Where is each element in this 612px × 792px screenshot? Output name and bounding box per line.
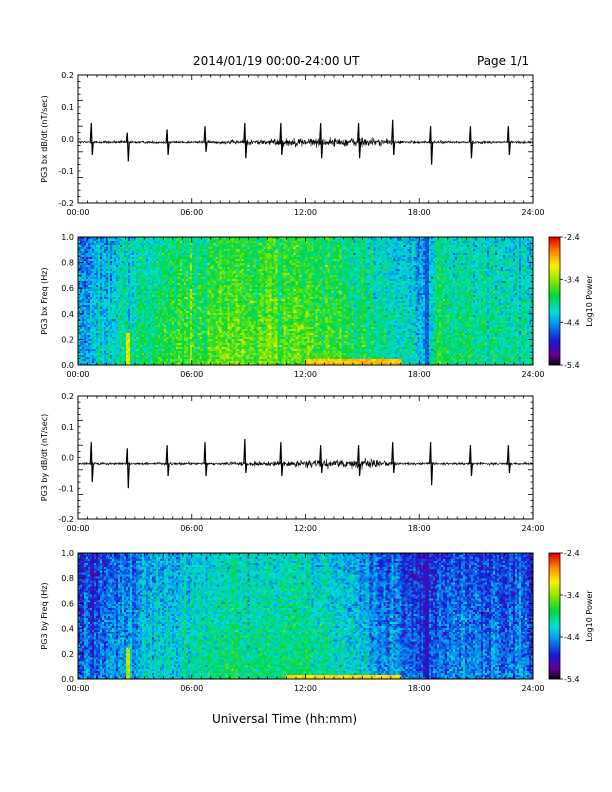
y-tick-label: 0.4 [61, 310, 74, 319]
spike-mark [204, 126, 207, 152]
line-panel-0: 0.2 0.1 0.0 -0.1 -0.200:00 06:00 12:00 18:00 24:… [40, 71, 545, 217]
spike-mark [280, 123, 283, 155]
x-tick-label: 24:00 [521, 684, 544, 693]
spike-mark [469, 126, 472, 158]
y-tick-label: 0.0 [61, 361, 74, 370]
spike-mark [90, 123, 93, 155]
x-tick-label: 24:00 [521, 370, 544, 379]
spike-mark [469, 445, 472, 476]
spike-mark [166, 129, 169, 155]
x-tick-label: 06:00 [180, 208, 203, 217]
y-tick-label: 1.0 [61, 549, 74, 558]
y-tick-label: 0.6 [61, 284, 74, 293]
y-axis-label: PG3 bx Freq (Hz) [40, 267, 49, 334]
panel-frame [78, 396, 533, 519]
y-tick-label: 0.2 [61, 650, 74, 659]
spike-mark [320, 445, 323, 473]
colorbar-tick-label: -4.4 [564, 633, 580, 642]
spike-mark [430, 126, 433, 164]
y-tick-label: 0.0 [61, 135, 74, 144]
x-tick-label: 00:00 [66, 524, 89, 533]
y-tick-label: 0.8 [61, 574, 74, 583]
x-tick-label: 12:00 [294, 370, 317, 379]
x-tick-label: 18:00 [408, 208, 431, 217]
spike-mark [358, 445, 361, 476]
colorbar-tick-label: -2.4 [564, 233, 580, 242]
x-tick-label: 00:00 [66, 208, 89, 217]
colorbar-tick-label: -4.4 [564, 318, 580, 327]
colorbar-tick-label: -3.4 [564, 276, 580, 285]
colorbar-tick-label: -5.4 [564, 675, 580, 684]
y-axis-label: PG3 by Freq (Hz) [40, 582, 49, 649]
x-tick-label: 00:00 [66, 370, 89, 379]
x-tick-label: 18:00 [408, 684, 431, 693]
x-tick-label: 18:00 [408, 370, 431, 379]
y-tick-label: 0.6 [61, 599, 74, 608]
x-tick-label: 06:00 [180, 684, 203, 693]
spike-mark [507, 445, 510, 473]
spike-mark [320, 123, 323, 158]
colorbar-label: Log10 Power [585, 275, 594, 327]
heatmap-cells [78, 237, 533, 365]
line-panel-2: 0.2 0.1 0.0 -0.1 -0.200:00 06:00 12:00 18:00 24:… [40, 392, 545, 533]
x-tick-label: 06:00 [180, 524, 203, 533]
y-tick-label: 0.0 [61, 675, 74, 684]
spike-mark [166, 445, 169, 476]
y-axis-label: PG3 by dB/dt (nT/sec) [40, 414, 49, 501]
spike-mark [392, 442, 395, 473]
x-tick-label: 00:00 [66, 684, 89, 693]
spike-mark [204, 442, 207, 476]
spike-mark [126, 448, 129, 488]
y-tick-label: 0.2 [61, 392, 74, 401]
x-tick-label: 18:00 [408, 524, 431, 533]
colorbar-tick-label: -2.4 [564, 549, 580, 558]
spike-mark [126, 133, 129, 162]
spike-mark [280, 442, 283, 476]
heatmap-panel-1: 1.0 0.8 0.6 0.4 0.2 0.000:00 06:00 12:00 18:00 24… [40, 233, 594, 379]
colorbar-tick-label: -3.4 [564, 591, 580, 600]
x-tick-label: 12:00 [294, 208, 317, 217]
colorbar: -2.4 -3.4 -4.4 -5.4 Log10 Power [549, 549, 594, 684]
spike-mark [244, 123, 247, 158]
spike-mark [392, 120, 395, 155]
colorbar-tick-label: -5.4 [564, 361, 580, 370]
y-tick-label: 0.1 [61, 423, 74, 432]
y-tick-label: 0.0 [61, 454, 74, 463]
heatmap-panel-3: 1.0 0.8 0.6 0.4 0.2 0.000:00 06:00 12:00 18:00 24… [40, 549, 594, 693]
x-tick-label: 24:00 [521, 524, 544, 533]
panel-frame [78, 75, 533, 203]
colorbar: -2.4 -3.4 -4.4 -5.4 Log10 Power [549, 233, 594, 370]
y-tick-label: 0.2 [61, 335, 74, 344]
y-tick-label: 0.4 [61, 625, 74, 634]
signal-trace [78, 137, 533, 148]
colorbar-label: Log10 Power [585, 590, 594, 642]
y-tick-label: 0.1 [61, 103, 74, 112]
y-tick-label: 1.0 [61, 233, 74, 242]
signal-trace [78, 458, 533, 472]
y-tick-label: -0.1 [58, 484, 74, 493]
x-tick-label: 24:00 [521, 208, 544, 217]
plot-page: 2014/01/19 00:00-24:00 UT Page 1/1 Unive… [0, 0, 612, 792]
y-tick-label: 0.2 [61, 71, 74, 80]
plots-svg: 0.20.10.0-0.1-0.200:00 06:00 12:00 18:00 24:… [0, 0, 612, 792]
spike-mark [90, 442, 93, 482]
y-axis-label: PG3 bx dB/dt (nT/sec) [40, 95, 49, 182]
heatmap-cells [78, 553, 533, 679]
y-tick-label: -0.2 [58, 515, 74, 524]
y-tick-label: 0.8 [61, 259, 74, 268]
y-tick-label: -0.2 [58, 199, 74, 208]
x-tick-label: 12:00 [294, 524, 317, 533]
spike-mark [244, 439, 247, 473]
y-tick-label: -0.1 [58, 167, 74, 176]
spike-mark [507, 126, 510, 155]
x-tick-label: 06:00 [180, 370, 203, 379]
x-tick-label: 12:00 [294, 684, 317, 693]
spike-mark [430, 442, 433, 485]
